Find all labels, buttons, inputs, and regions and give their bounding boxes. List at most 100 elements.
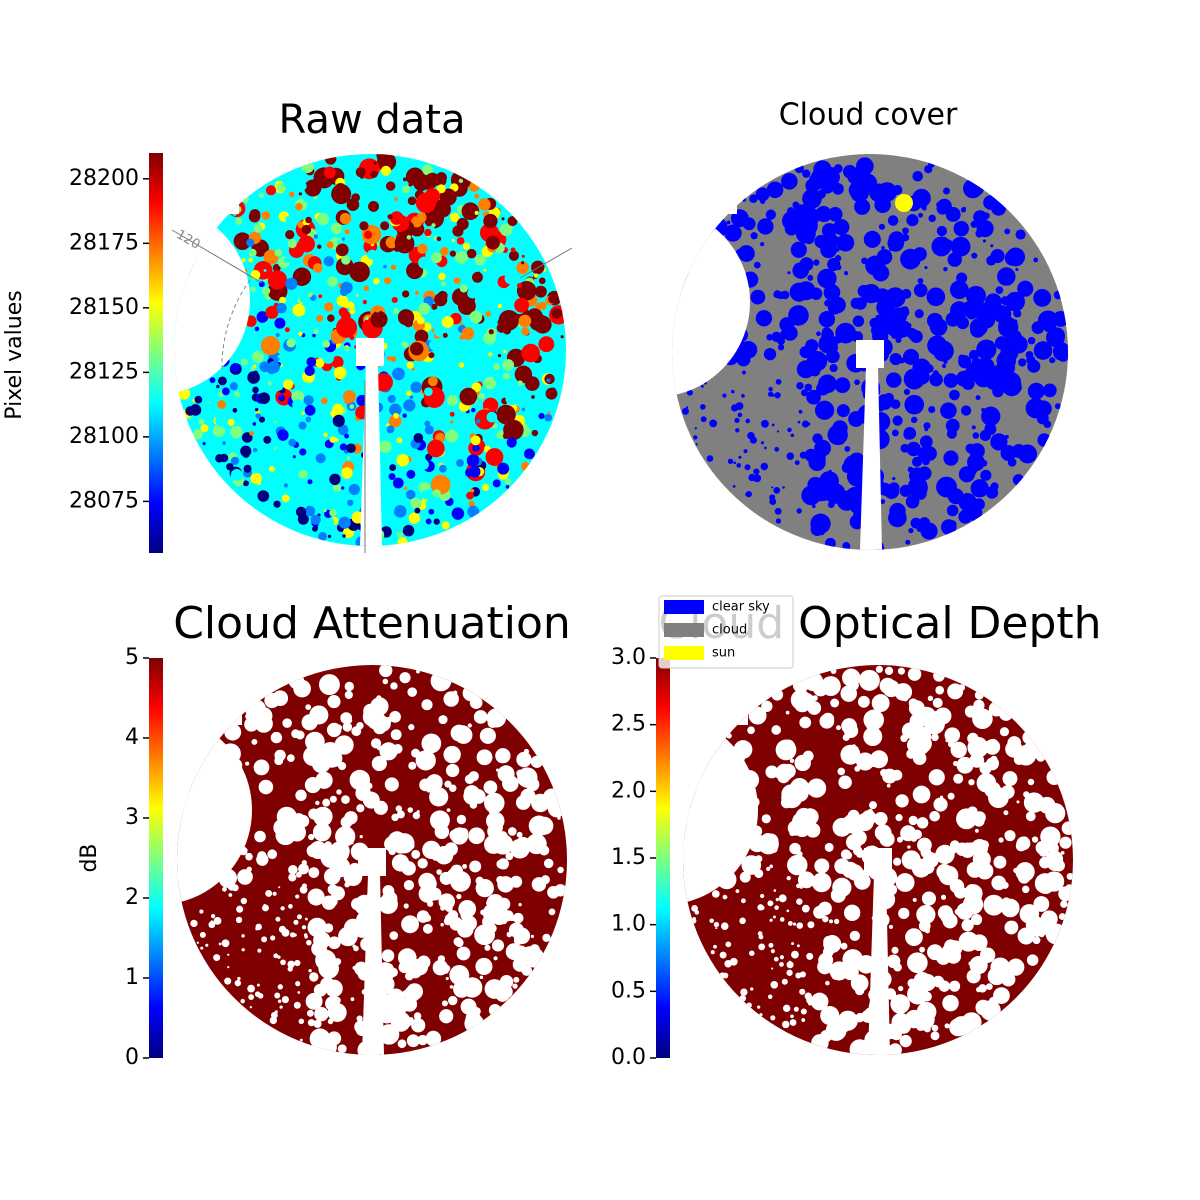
image-patch xyxy=(344,433,350,439)
image-patch xyxy=(390,682,398,690)
image-patch xyxy=(308,968,312,973)
image-patch xyxy=(810,513,831,534)
image-patch xyxy=(335,724,343,731)
image-patch xyxy=(907,952,928,974)
image-patch xyxy=(824,842,834,852)
image-patch xyxy=(796,922,804,929)
image-patch xyxy=(975,865,982,872)
image-patch xyxy=(731,404,739,412)
image-patch xyxy=(344,690,353,700)
image-patch xyxy=(706,455,714,462)
image-patch xyxy=(907,323,912,327)
image-patch xyxy=(942,913,958,929)
image-patch xyxy=(461,327,475,340)
image-patch xyxy=(544,413,553,422)
image-patch xyxy=(447,768,455,775)
image-patch xyxy=(879,831,895,847)
image-patch xyxy=(190,919,198,928)
image-patch xyxy=(330,222,343,235)
image-patch xyxy=(403,399,416,412)
image-patch xyxy=(520,788,536,804)
image-patch xyxy=(506,375,511,380)
image-patch xyxy=(557,866,564,874)
grid-circle xyxy=(221,279,251,373)
image-patch xyxy=(727,458,734,465)
image-patch xyxy=(807,701,822,715)
image-patch xyxy=(709,918,714,924)
image-patch xyxy=(247,984,255,993)
image-patch xyxy=(918,973,936,992)
image-patch xyxy=(958,355,972,369)
image-patch xyxy=(740,898,746,904)
image-patch xyxy=(250,366,256,371)
image-patch xyxy=(973,498,985,511)
image-patch xyxy=(194,395,203,404)
image-patch xyxy=(990,433,1008,451)
image-patch xyxy=(300,527,305,532)
image-patch xyxy=(892,476,896,481)
image-patch xyxy=(790,1014,794,1019)
image-patch xyxy=(332,483,342,493)
image-patch xyxy=(421,489,432,500)
image-patch xyxy=(433,518,440,525)
image-patch xyxy=(513,976,520,983)
image-patch xyxy=(407,687,417,697)
image-patch xyxy=(449,411,455,417)
image-patch xyxy=(806,389,821,405)
image-patch xyxy=(424,420,431,427)
image-patch xyxy=(301,925,307,930)
image-patch xyxy=(836,233,855,252)
image-patch xyxy=(753,261,761,269)
image-patch xyxy=(954,885,967,899)
image-patch xyxy=(327,695,341,709)
image-patch xyxy=(488,807,497,816)
image-patch xyxy=(713,921,720,928)
image-patch xyxy=(743,449,748,454)
image-patch xyxy=(441,1000,448,1007)
image-patch xyxy=(1049,357,1056,364)
image-patch xyxy=(296,914,302,920)
image-patch xyxy=(390,356,397,363)
image-patch xyxy=(761,419,769,428)
image-patch xyxy=(370,310,388,328)
image-patch xyxy=(830,698,840,708)
image-patch xyxy=(474,254,486,266)
image-patch xyxy=(980,459,988,467)
image-patch xyxy=(224,977,232,985)
image-patch xyxy=(404,277,414,286)
image-patch xyxy=(503,419,524,441)
image-patch xyxy=(744,464,751,471)
image-patch xyxy=(995,286,1004,294)
image-patch xyxy=(185,406,195,416)
image-patch xyxy=(323,432,328,438)
image-patch xyxy=(445,976,449,981)
image-patch xyxy=(928,214,936,223)
image-patch xyxy=(521,327,530,336)
image-patch xyxy=(362,299,367,305)
image-patch xyxy=(305,746,317,758)
image-patch xyxy=(753,474,762,483)
image-patch xyxy=(431,252,442,264)
image-patch xyxy=(474,193,480,199)
image-patch xyxy=(347,382,355,390)
image-patch xyxy=(285,230,295,240)
image-patch xyxy=(388,473,396,481)
image-patch xyxy=(547,411,551,415)
image-patch xyxy=(483,213,498,229)
image-patch xyxy=(988,365,998,375)
image-patch xyxy=(221,387,230,396)
image-patch xyxy=(439,871,453,885)
camera-mask xyxy=(864,848,892,876)
image-patch xyxy=(346,456,351,460)
image-patch xyxy=(1031,321,1045,334)
image-patch xyxy=(981,406,1001,426)
image-patch xyxy=(995,897,1000,902)
image-patch xyxy=(749,436,758,444)
image-patch xyxy=(240,897,248,905)
image-patch xyxy=(510,247,516,253)
image-patch xyxy=(954,908,961,915)
image-patch xyxy=(771,725,782,735)
image-patch xyxy=(459,284,468,293)
image-patch xyxy=(773,956,779,962)
image-patch xyxy=(241,358,248,366)
